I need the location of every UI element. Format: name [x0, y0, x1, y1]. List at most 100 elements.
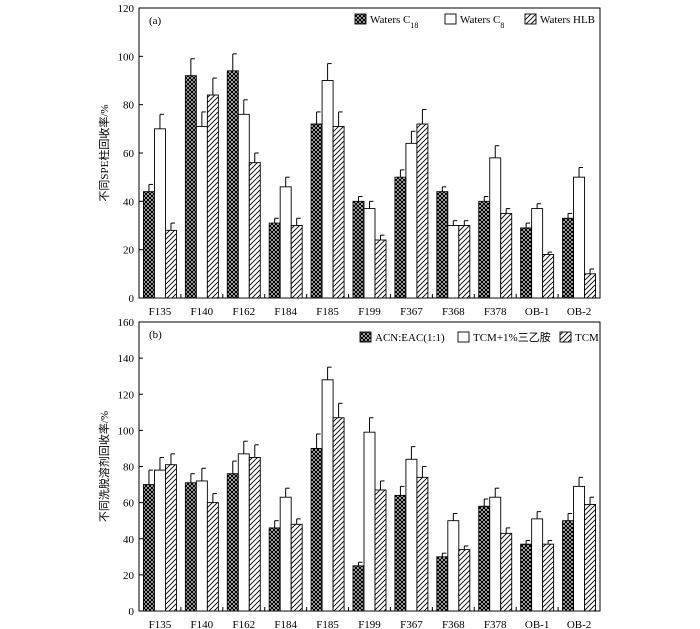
legend-subscript: 8 [500, 21, 504, 30]
y-axis-label: 不同SPE柱回收率/% [97, 104, 111, 201]
bar [321, 80, 334, 299]
legend-subscript: 18 [410, 21, 418, 30]
bar [416, 123, 429, 299]
x-tick-label: F162 [232, 306, 255, 318]
y-tick-label: 40 [123, 534, 135, 546]
legend-swatch [457, 331, 470, 343]
bar [584, 503, 596, 612]
bar [206, 94, 219, 299]
y-tick-label: 120 [118, 3, 135, 15]
bar [374, 489, 387, 612]
bar [352, 565, 365, 612]
y-tick-label: 20 [123, 570, 135, 582]
x-tick-label: F185 [316, 619, 339, 629]
bar [489, 496, 502, 612]
bar [248, 162, 261, 299]
x-tick-label: F140 [191, 306, 214, 318]
bar [436, 191, 449, 299]
x-tick-label: F367 [400, 306, 423, 318]
x-tick-label: F378 [484, 306, 507, 318]
bar [478, 200, 491, 299]
bar [226, 70, 239, 299]
bar [500, 532, 513, 612]
legend-label: TCM+1%三乙胺 [473, 330, 551, 344]
bar [500, 212, 513, 299]
bar [165, 464, 177, 612]
bar [310, 123, 323, 299]
bar [165, 229, 177, 299]
bar [195, 480, 208, 612]
bar [279, 496, 292, 612]
legend-swatch [524, 13, 537, 25]
y-tick-label: 60 [123, 498, 135, 510]
bar [520, 227, 533, 299]
legend-swatch [354, 13, 367, 25]
panel-b-chart: 0 20 40 60 80 100 120 140 160 不同洗脱溶剂回收率/% (b) F135 F… [97, 317, 601, 629]
bar [458, 225, 471, 299]
bar [184, 482, 197, 612]
bar [436, 556, 449, 612]
bar [405, 458, 418, 612]
x-tick-label: OB-2 [567, 306, 591, 318]
x-tick-label: OB-2 [567, 619, 591, 629]
bar [562, 520, 574, 612]
x-tick-label: F162 [232, 619, 255, 629]
bar [374, 239, 387, 299]
legend-label: Waters C18 [370, 14, 418, 30]
bar [416, 476, 429, 612]
bar [394, 494, 407, 612]
x-tick-label: F199 [358, 306, 381, 318]
bar [584, 273, 596, 299]
legend-label: ACN:EAC(1:1) [375, 332, 445, 344]
bar [154, 128, 166, 299]
legend-label: Waters C8 [460, 14, 504, 30]
bar [447, 225, 460, 299]
y-tick-label: 20 [123, 245, 135, 257]
bar [562, 217, 574, 299]
y-tick-label: 60 [123, 148, 135, 160]
x-tick-label: F184 [274, 306, 297, 318]
bar [268, 527, 281, 612]
bar [520, 543, 533, 612]
y-tick-label: 160 [118, 317, 135, 329]
x-tick-label: OB-1 [525, 306, 549, 318]
bar [279, 186, 292, 299]
bar [184, 75, 197, 299]
y-tick-label: 40 [123, 196, 135, 208]
bar [458, 549, 471, 612]
y-tick-label: 120 [118, 389, 135, 401]
bar [573, 485, 585, 612]
x-tick-label: F199 [358, 619, 381, 629]
x-tick-label: F140 [191, 619, 214, 629]
bar [363, 208, 376, 299]
bar [394, 176, 407, 299]
bar [332, 417, 345, 612]
bar [143, 191, 155, 299]
bar [321, 379, 334, 612]
bar [290, 523, 303, 612]
bar [531, 518, 544, 612]
bar [206, 502, 219, 612]
panel-label: (b) [149, 329, 162, 341]
panel-label: (a) [149, 15, 162, 27]
y-tick-label: 100 [118, 51, 135, 63]
x-tick-label: F135 [149, 619, 172, 629]
bar [237, 113, 250, 299]
x-tick-label: F185 [316, 306, 339, 318]
bar [531, 208, 544, 299]
y-tick-label: 80 [123, 462, 135, 474]
bar [332, 125, 345, 299]
legend-label: Waters HLB [540, 14, 595, 26]
bar [542, 543, 555, 612]
y-tick-label: 0 [129, 606, 135, 618]
bar [405, 142, 418, 299]
y-axis-label: 不同洗脱溶剂回收率/% [97, 411, 111, 522]
bar [573, 176, 585, 299]
x-tick-label: F378 [484, 619, 507, 629]
bar [154, 469, 166, 612]
y-tick-label: 80 [123, 100, 135, 112]
bar [248, 457, 261, 612]
legend-swatch [559, 331, 572, 343]
panel-a-chart: 0 20 40 60 80 100 120 不同SPE柱回收率/% (a) F135 F140 F16… [97, 3, 601, 318]
